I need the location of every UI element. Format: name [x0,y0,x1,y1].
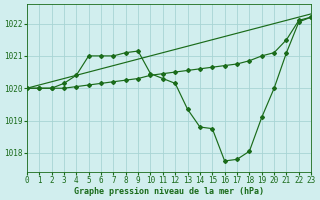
X-axis label: Graphe pression niveau de la mer (hPa): Graphe pression niveau de la mer (hPa) [74,187,264,196]
